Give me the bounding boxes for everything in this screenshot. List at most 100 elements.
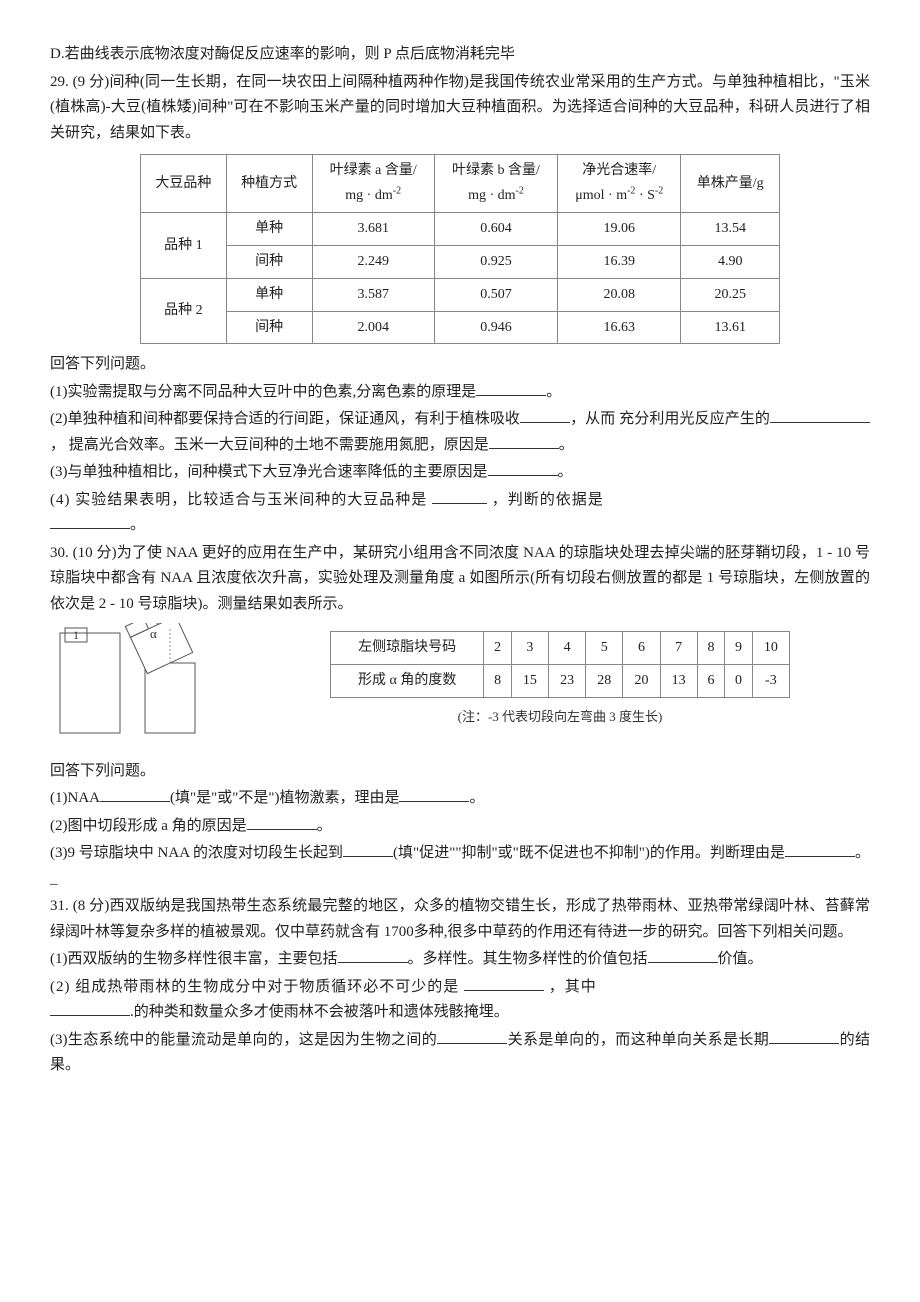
cell: 28 [586, 665, 623, 698]
blank [50, 513, 130, 529]
q30-p1: (1)NAA(填"是"或"不是")植物激素，理由是。 [50, 786, 870, 812]
cell: 16.63 [558, 311, 681, 344]
text: 。多样性。其生物多样性的价值包括 [408, 951, 648, 967]
option-d: D.若曲线表示底物浓度对酶促反应速率的影响，则 P 点后底物消耗完毕 [50, 42, 870, 68]
blank [247, 814, 317, 830]
cell: 3.681 [312, 213, 434, 246]
blank [343, 841, 393, 857]
text: (1)NAA [50, 790, 100, 806]
cell: 13 [660, 665, 697, 698]
cell: 23 [549, 665, 586, 698]
text: 。 [559, 437, 574, 453]
text: 。 [130, 517, 146, 533]
text: 价值。 [718, 951, 763, 967]
cell: 20.25 [681, 278, 780, 311]
blank [770, 407, 870, 423]
blank [399, 786, 469, 802]
cell: 13.61 [681, 311, 780, 344]
cell: 16.39 [558, 246, 681, 279]
th-chla: 叶绿素 a 含量/ mg · dm-2 [312, 155, 434, 213]
cell: 2.249 [312, 246, 434, 279]
th-method: 种植方式 [226, 155, 312, 213]
cell: 间种 [226, 311, 312, 344]
text: 。 [558, 464, 573, 480]
text: (填"是"或"不是")植物激素，理由是 [170, 790, 399, 806]
q29-p4: (4) 实验结果表明，比较适合与玉米间种的大豆品种是 ，判断的依据是。 [50, 488, 870, 539]
text: ，其中 [544, 979, 597, 995]
text: (3)与单独种植相比，间种模式下大豆净光合速率降低的主要原因是 [50, 464, 488, 480]
diagram-label-1: 1 [73, 628, 79, 642]
cell: 3 [511, 632, 548, 665]
cell: 20 [623, 665, 660, 698]
th-chlb-l1: 叶绿素 b 含量/ [452, 163, 540, 178]
th-alpha-deg: 形成 α 角的度数 [331, 665, 484, 698]
cell: 0 [725, 665, 753, 698]
cell: 0.507 [434, 278, 557, 311]
table-row: 间种 2.249 0.925 16.39 4.90 [141, 246, 780, 279]
cell: 2 [484, 632, 512, 665]
text: .的种类和数量众多才使雨林不会被落叶和遗体残骸掩埋。 [130, 1004, 509, 1020]
cell: 间种 [226, 246, 312, 279]
text: (1)实验需提取与分离不同品种大豆叶中的色素,分离色素的原理是 [50, 384, 476, 400]
blank [785, 841, 855, 857]
blank [476, 380, 546, 396]
cell-sp1: 品种 1 [141, 213, 227, 279]
blank [100, 786, 170, 802]
cell: 15 [511, 665, 548, 698]
th-species: 大豆品种 [141, 155, 227, 213]
cell: 0.946 [434, 311, 557, 344]
cell: 19.06 [558, 213, 681, 246]
text: ，从而 充分利用光反应产生的 [570, 411, 770, 427]
q30-p3: (3)9 号琼脂块中 NAA 的浓度对切段生长起到(填"促进""抑制"或"既不促… [50, 841, 870, 892]
cell: 13.54 [681, 213, 780, 246]
cell: 10 [752, 632, 789, 665]
q30-answer-title: 回答下列问题。 [50, 759, 870, 785]
q30-table: 左侧琼脂块号码 2 3 4 5 6 7 8 9 10 形成 α 角的度数 8 1… [330, 631, 790, 698]
text: ， 提高光合效率。玉米一大豆间种的土地不需要施用氮肥，原因是 [50, 437, 489, 453]
q30-p2: (2)图中切段形成 a 角的原因是。 [50, 814, 870, 840]
q29-intro: 29. (9 分)间种(同一生长期，在同一块农田上间隔种植两种作物)是我国传统农… [50, 70, 870, 147]
text: (2)单独种植和间种都要保持合适的行间距，保证通风，有利于植株吸收 [50, 411, 520, 427]
text: ，判断的依据是 [487, 492, 604, 508]
th-net-l2: μmol · m-2 · S-2 [575, 188, 663, 203]
text: 。 [546, 384, 561, 400]
cell: 8 [697, 632, 725, 665]
table-row: 品种 1 单种 3.681 0.604 19.06 13.54 [141, 213, 780, 246]
blank [488, 460, 558, 476]
blank [648, 947, 718, 963]
q29-p3: (3)与单独种植相比，间种模式下大豆净光合速率降低的主要原因是 。 [50, 460, 870, 486]
blank [464, 975, 544, 991]
q31-p3: (3)生态系统中的能量流动是单向的，这是因为生物之间的 关系是单向的，而这种单向关… [50, 1028, 870, 1079]
q31-p1: (1)西双版纳的生物多样性很丰富，主要包括。多样性。其生物多样性的价值包括价值。 [50, 947, 870, 973]
cell: 3.587 [312, 278, 434, 311]
text: 关系是单向的，而这种单向关系是长期 [507, 1032, 769, 1048]
blank [432, 488, 487, 504]
th-yield: 单株产量/g [681, 155, 780, 213]
cell: 6 [623, 632, 660, 665]
text: (4) 实验结果表明，比较适合与玉米间种的大豆品种是 [50, 492, 432, 508]
cell: 7 [660, 632, 697, 665]
table-row: 左侧琼脂块号码 2 3 4 5 6 7 8 9 10 [331, 632, 790, 665]
blank [769, 1028, 839, 1044]
cell: 单种 [226, 278, 312, 311]
table-row: 品种 2 单种 3.587 0.507 20.08 20.25 [141, 278, 780, 311]
q30-intro: 30. (10 分)为了使 NAA 更好的应用在生产中，某研究小组用含不同浓度 … [50, 541, 870, 618]
cell: 0.604 [434, 213, 557, 246]
q29-table: 大豆品种 种植方式 叶绿素 a 含量/ mg · dm-2 叶绿素 b 含量/ … [140, 154, 780, 344]
q30-note: (注：-3 代表切段向左弯曲 3 度生长) [250, 706, 870, 728]
th-chla-l2: mg · dm-2 [345, 188, 401, 203]
cell: 单种 [226, 213, 312, 246]
text: (3)生态系统中的能量流动是单向的，这是因为生物之间的 [50, 1032, 437, 1048]
table-row: 间种 2.004 0.946 16.63 13.61 [141, 311, 780, 344]
cell: -3 [752, 665, 789, 698]
table-row: 形成 α 角的度数 8 15 23 28 20 13 6 0 -3 [331, 665, 790, 698]
th-chlb-l2: mg · dm-2 [468, 188, 524, 203]
cell: 4 [549, 632, 586, 665]
text: (2)图中切段形成 a 角的原因是 [50, 818, 247, 834]
cell-sp2: 品种 2 [141, 278, 227, 344]
q31-intro: 31. (8 分)西双版纳是我国热带生态系统最完整的地区，众多的植物交错生长，形… [50, 894, 870, 945]
diagram-label-alpha: α [150, 626, 157, 641]
q30-diagram: 1 α [50, 623, 230, 753]
th-net: 净光合速率/ μmol · m-2 · S-2 [558, 155, 681, 213]
q29-p1: (1)实验需提取与分离不同品种大豆叶中的色素,分离色素的原理是 。 [50, 380, 870, 406]
